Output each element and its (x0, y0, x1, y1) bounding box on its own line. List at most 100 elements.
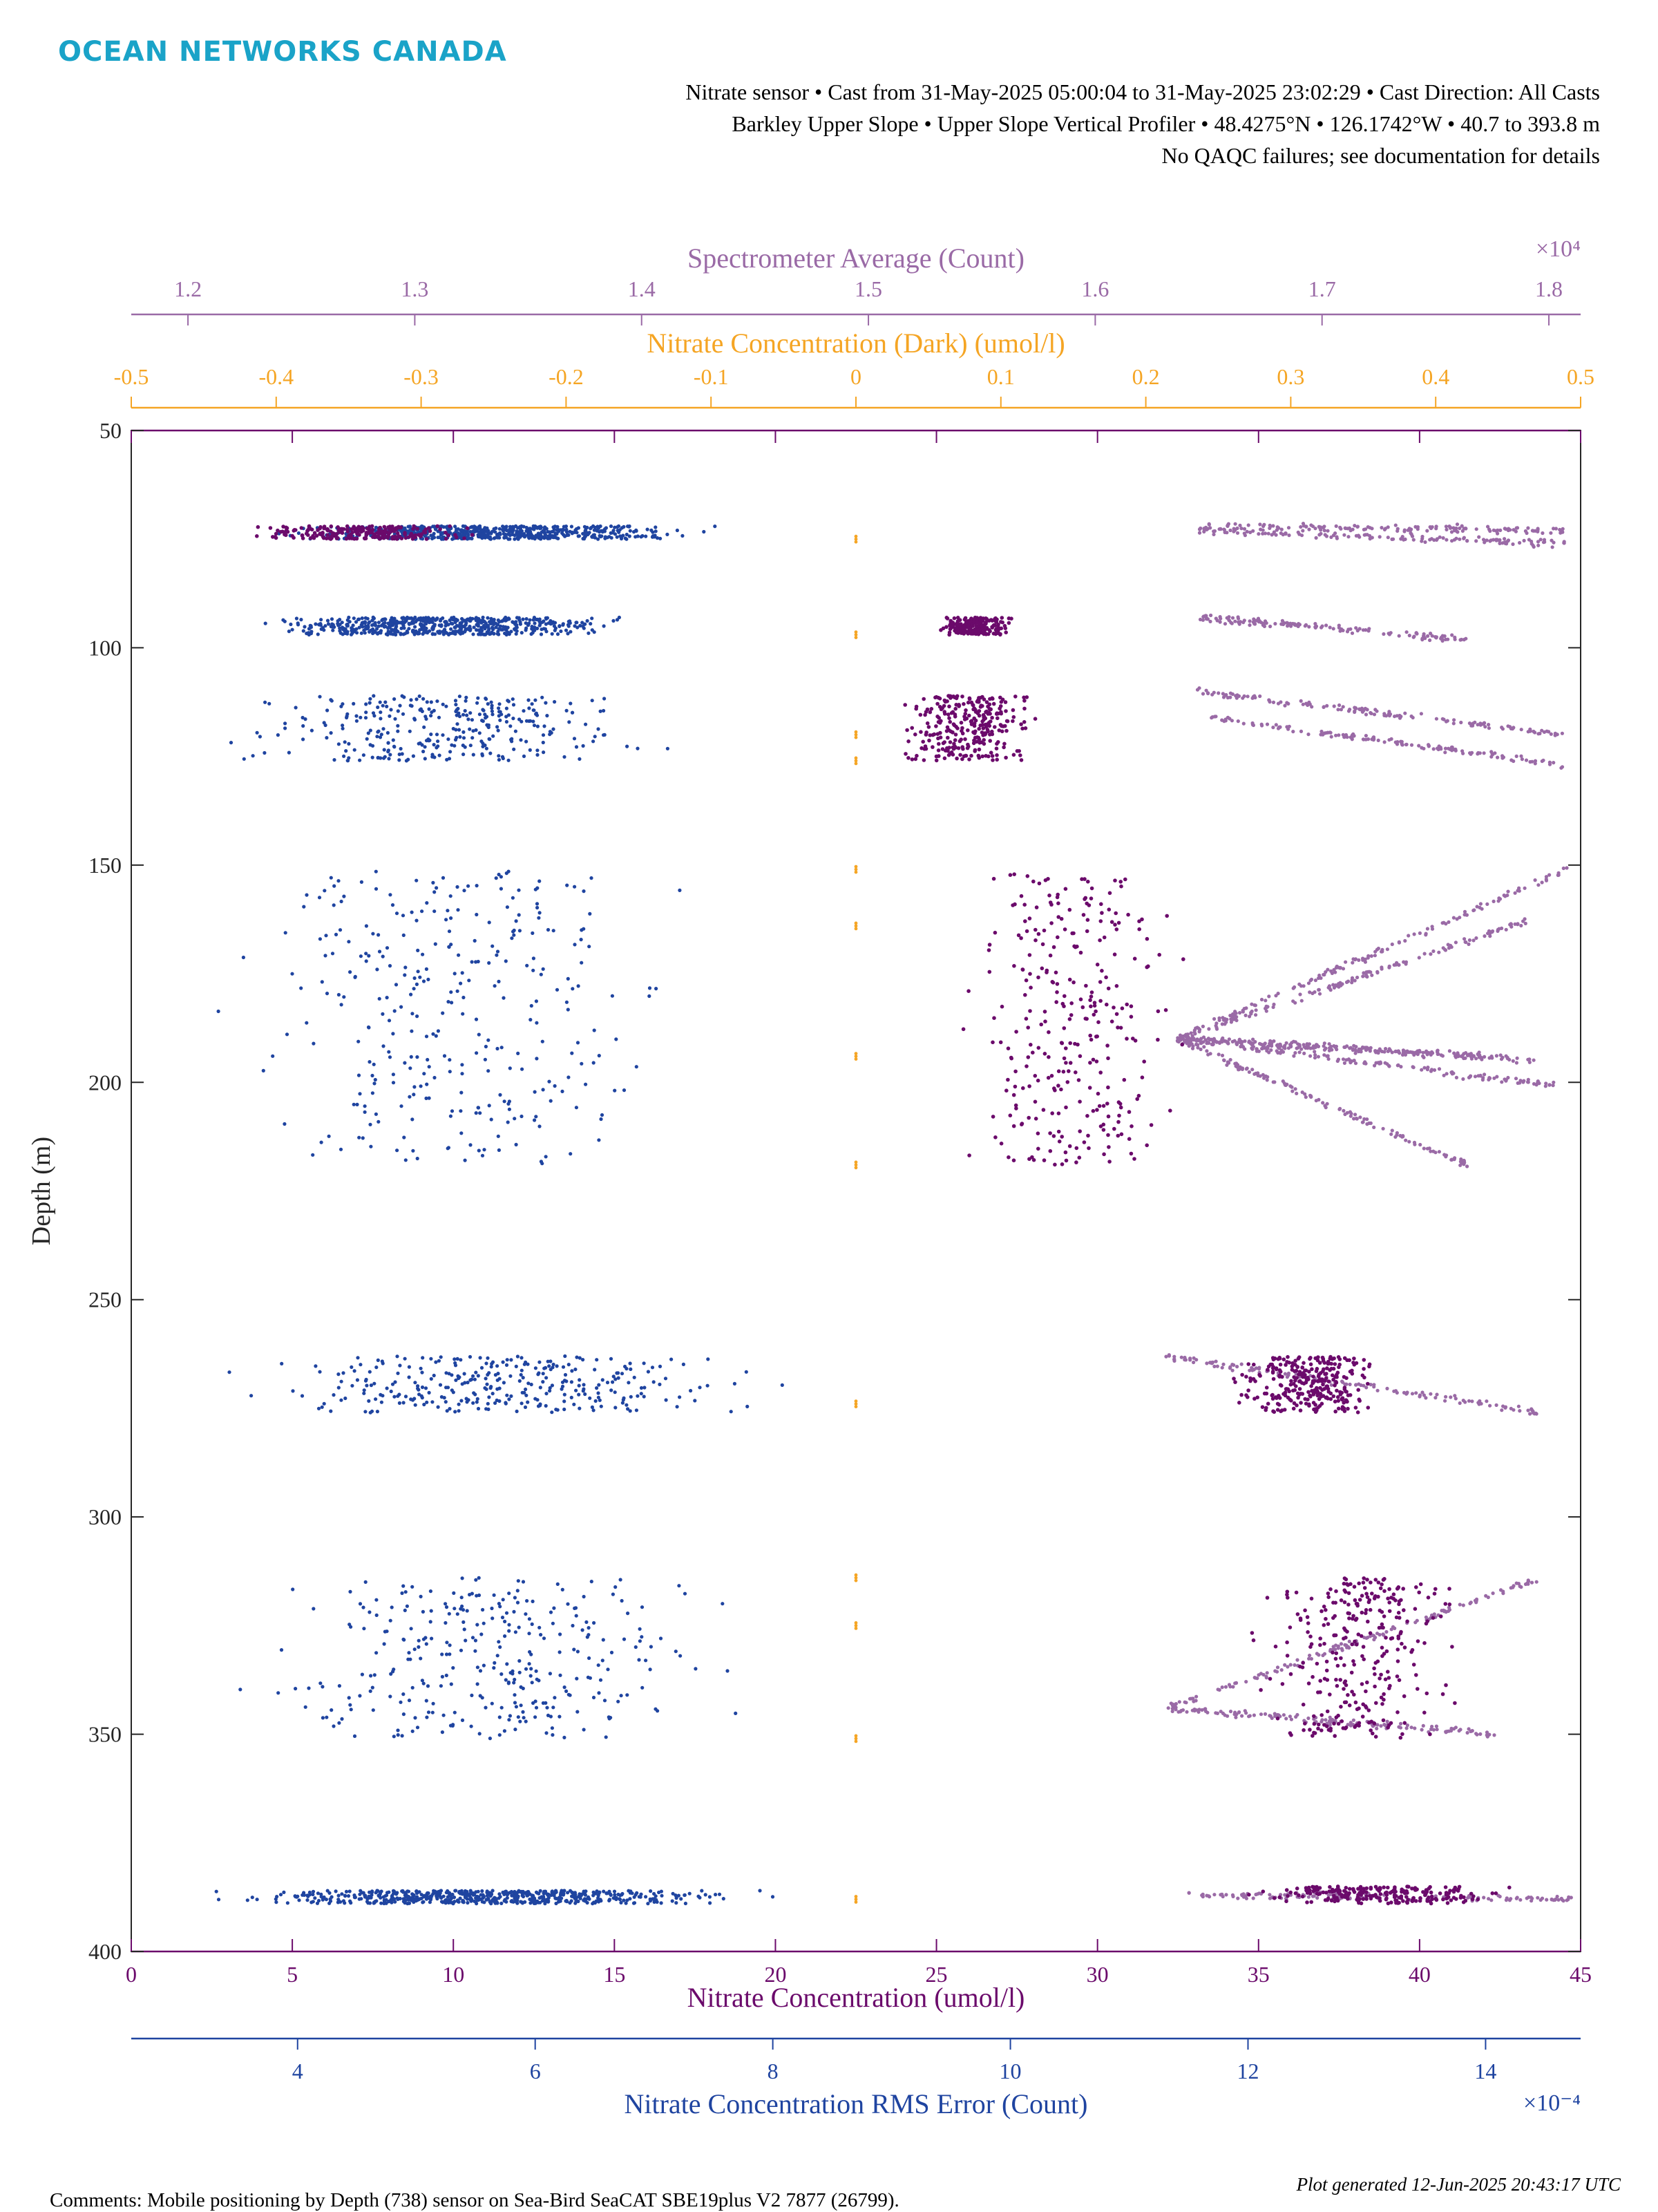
spectrometer-point (1237, 694, 1241, 699)
rms-point (490, 1616, 495, 1620)
spectrometer-point (1244, 1680, 1248, 1684)
rms-point (429, 620, 433, 624)
spectrometer-point (1483, 1072, 1487, 1077)
rms-point (525, 963, 529, 967)
rms-point (680, 533, 685, 538)
rms-point (598, 1898, 602, 1902)
rms-point (441, 702, 445, 706)
rms-point (628, 529, 632, 533)
rms-point (362, 1391, 366, 1395)
rms-point (582, 1594, 586, 1599)
spectrometer-point (1524, 758, 1529, 762)
rms-point (392, 1395, 397, 1399)
rms-point (446, 632, 451, 637)
spectrometer-point (1339, 1642, 1344, 1646)
spectrometer-point (1323, 533, 1327, 537)
rms-point (370, 1685, 374, 1690)
spectrometer-point (1450, 1070, 1454, 1074)
rms-point (358, 1694, 362, 1698)
rms-point (363, 624, 368, 628)
rms-point (495, 725, 499, 729)
spectrometer-point (1220, 1022, 1224, 1026)
rms-point (535, 724, 540, 728)
rms-point (633, 1645, 638, 1649)
spectrometer-point (1536, 543, 1541, 547)
rms-point (487, 737, 491, 741)
rms-point (403, 1590, 408, 1594)
rms-point (614, 1037, 618, 1041)
rms-point (626, 1407, 630, 1411)
header-location-line: Barkley Upper Slope • Upper Slope Vertic… (732, 111, 1600, 136)
spectrometer-point (1264, 621, 1268, 625)
spectrometer-point (1451, 526, 1456, 530)
spectrometer-point (1210, 1042, 1214, 1046)
rms-point (469, 1724, 473, 1728)
spectrometer-point (1492, 528, 1496, 532)
rms-point (400, 752, 404, 756)
spectrometer-point (1512, 1408, 1516, 1412)
spectrometer-point (1228, 1685, 1232, 1689)
rms-point (448, 750, 452, 754)
rms-point (598, 1398, 602, 1402)
rms-point (620, 1401, 625, 1405)
rms-point (651, 1380, 656, 1384)
spectrometer-point (1202, 1045, 1206, 1049)
rms-point (671, 1891, 675, 1896)
spectrometer-point (1329, 1383, 1333, 1387)
rms-point (283, 1122, 287, 1126)
rms-point (403, 1608, 407, 1612)
rms-point (611, 531, 615, 535)
rms-point (479, 532, 484, 536)
rms-point (299, 986, 303, 990)
rms-point (317, 896, 322, 900)
spectrometer-point (1355, 1117, 1359, 1121)
rms-point (419, 1594, 423, 1598)
rms-point (538, 1403, 542, 1408)
rms-point (459, 623, 464, 627)
spectrometer-point (1357, 1050, 1361, 1054)
spectrometer-point (1205, 1049, 1209, 1053)
spectrometer-point (1375, 1049, 1380, 1053)
rms-point (482, 1148, 486, 1152)
spectrometer-point (1265, 1671, 1269, 1675)
rms-point (330, 952, 335, 956)
spectrometer-point (1220, 1365, 1224, 1370)
rms-point (426, 1710, 431, 1714)
rms-point (581, 624, 585, 628)
spectrometer-point (1456, 530, 1460, 534)
rms-point (538, 536, 542, 540)
rms-point (409, 1397, 413, 1401)
spectrometer-point (1206, 1052, 1210, 1057)
spectrometer-point (1250, 721, 1255, 726)
spectrometer-point (1410, 1050, 1414, 1055)
rms-point (597, 1691, 601, 1695)
rms-point (549, 618, 553, 623)
rms-point (744, 1370, 748, 1374)
rms-point (476, 1406, 481, 1411)
rms-point (345, 623, 349, 627)
spectrometer-point (1400, 743, 1404, 747)
rms-point (459, 1648, 464, 1652)
rms-point (394, 625, 398, 630)
spectrometer-point (1380, 965, 1384, 970)
rms-point (495, 1378, 499, 1382)
rms-point (367, 1025, 371, 1030)
rms-point (389, 1389, 393, 1394)
rms-point (575, 1710, 580, 1714)
rms-point (514, 919, 518, 923)
rms-point (721, 1602, 725, 1606)
rms-point (489, 1365, 493, 1369)
rms-point (582, 889, 586, 894)
rms-point (550, 1889, 555, 1893)
rms-point (522, 524, 526, 529)
rms-point (449, 990, 453, 994)
rms-point (407, 1375, 411, 1379)
rms-point (450, 1001, 454, 1005)
spectrometer-point (1465, 538, 1469, 543)
rms-point (403, 616, 407, 621)
rms-point (381, 1012, 385, 1016)
rms-point (498, 1605, 502, 1609)
spectrometer-point (1242, 1007, 1246, 1011)
rms-point (508, 1374, 513, 1378)
rms-point (476, 1106, 481, 1110)
